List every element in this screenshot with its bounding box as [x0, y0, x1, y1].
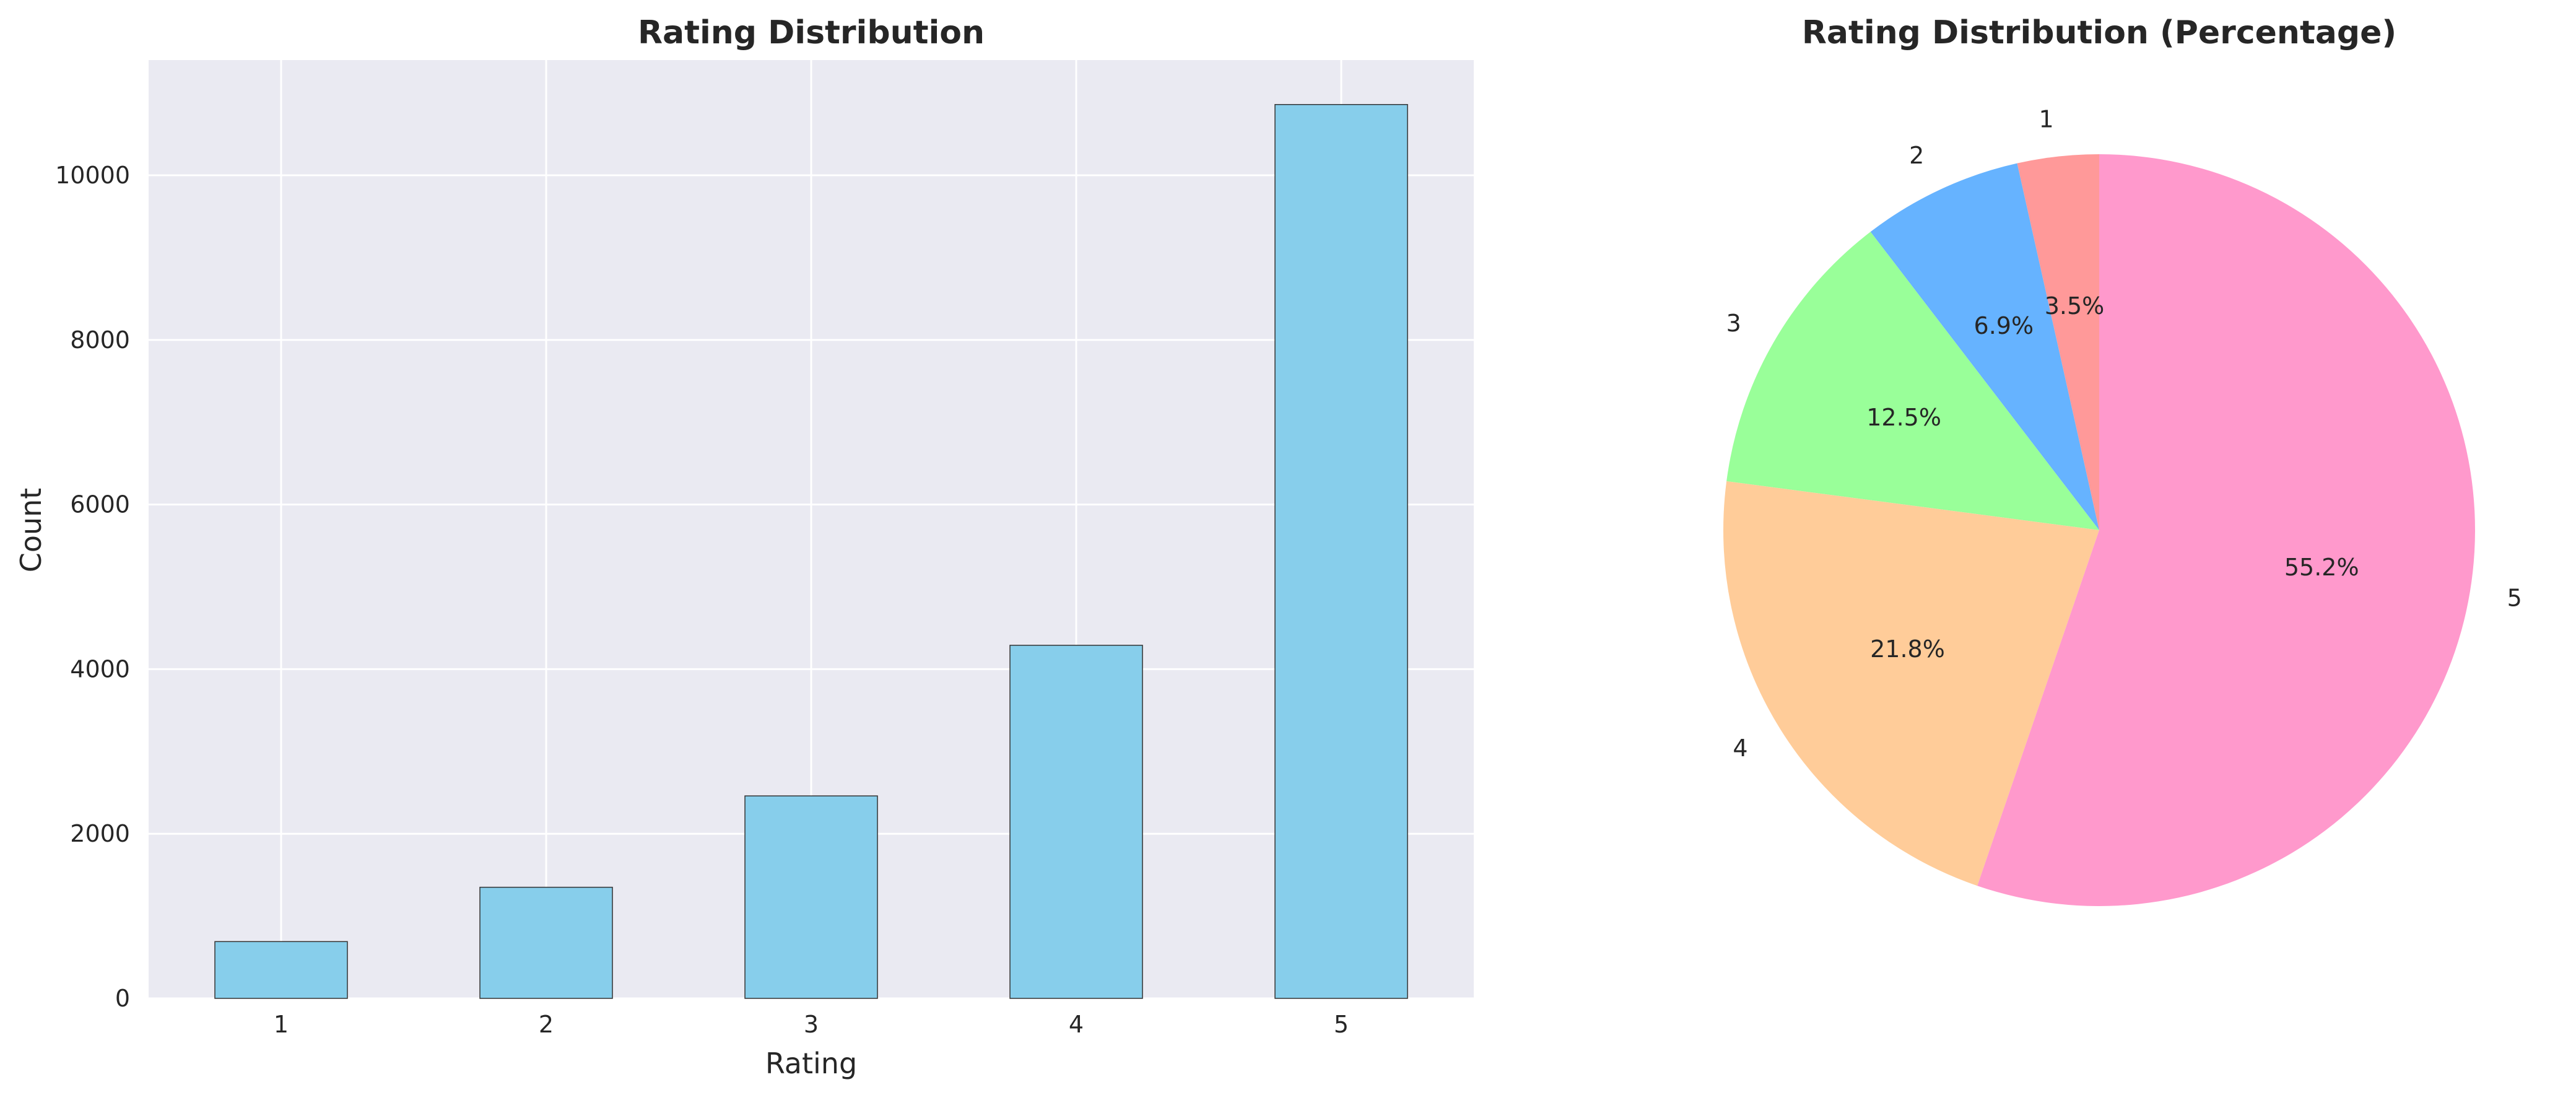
- bar-chart: 0 2000 4000 6000 8000 10000 1 2 3 4 5 Rating Distr…: [14, 14, 1474, 1080]
- pie-slice-label: 3: [1726, 310, 1741, 337]
- pie-slices: [1723, 154, 2475, 906]
- y-tick-label: 8000: [70, 326, 130, 354]
- bar-ticks: 0 2000 4000 6000 8000 10000 1 2 3 4 5: [55, 162, 1349, 1038]
- bar-marks: [214, 104, 1408, 999]
- y-tick-label: 2000: [70, 820, 130, 847]
- bar: [1274, 104, 1408, 999]
- bar-x-axis-label: Rating: [765, 1047, 857, 1080]
- bar-y-axis-label: Count: [14, 488, 48, 573]
- y-tick-label: 6000: [70, 491, 130, 518]
- pie-slice: [1870, 163, 2099, 530]
- pie-slice: [1977, 154, 2475, 906]
- pie-percent-label: 55.2%: [2284, 554, 2359, 581]
- bar: [214, 941, 348, 999]
- pie-chart: Rating Distribution (Percentage) 1 2 3 4 5 3…: [1723, 14, 2522, 906]
- pie-slice: [1726, 232, 2099, 530]
- pie-slice-label: 4: [1733, 735, 1747, 762]
- pie-slice-label: 5: [2507, 585, 2522, 612]
- pie-labels: 1 2 3 4 5: [1726, 105, 2522, 762]
- pie-percent-label: 3.5%: [2045, 292, 2105, 320]
- bar: [744, 795, 878, 999]
- pie-chart-title: Rating Distribution (Percentage): [1802, 14, 2396, 51]
- bar: [479, 886, 613, 999]
- y-tick-label: 4000: [70, 655, 130, 683]
- pie-percent-label: 21.8%: [1870, 635, 1945, 663]
- x-tick-label: 3: [804, 1011, 819, 1038]
- x-tick-label: 5: [1334, 1011, 1349, 1038]
- pie-percent-label: 6.9%: [1974, 312, 2034, 339]
- pie-slice: [2017, 154, 2099, 530]
- pie-percent-label: 12.5%: [1866, 404, 1941, 431]
- y-tick-label: 10000: [55, 162, 130, 189]
- x-tick-label: 1: [274, 1011, 289, 1038]
- bar-chart-title: Rating Distribution: [638, 14, 985, 51]
- y-tick-label: 0: [115, 985, 130, 1012]
- pie-slice: [1723, 481, 2099, 886]
- bar: [1009, 645, 1143, 999]
- x-tick-label: 2: [539, 1011, 554, 1038]
- pie-percent-labels: 3.5% 6.9% 12.5% 21.8% 55.2%: [1866, 292, 2359, 663]
- pie-slice-label: 1: [2039, 105, 2053, 133]
- pie-slice-label: 2: [1909, 142, 1924, 169]
- x-tick-label: 4: [1069, 1011, 1084, 1038]
